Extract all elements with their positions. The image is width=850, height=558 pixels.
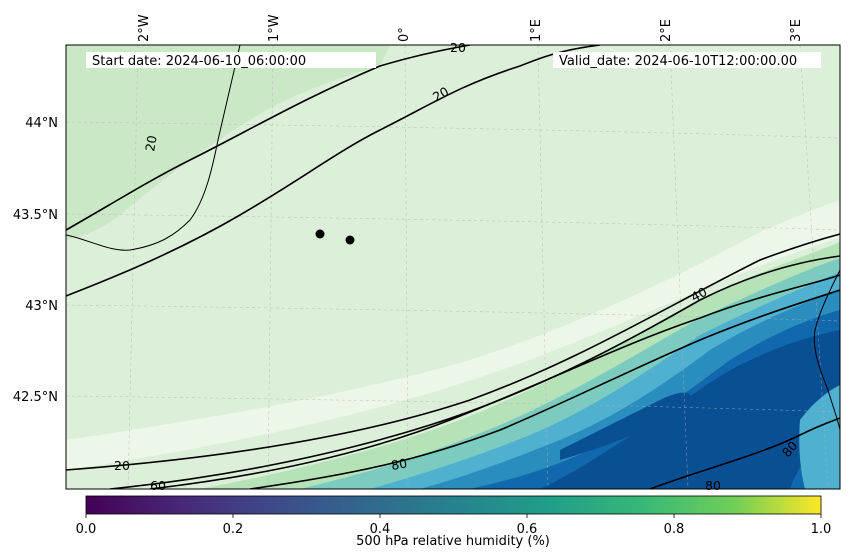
contour-20-mid [66,45,601,297]
contour-label: 80 [705,478,721,493]
contour-label: 40 [688,284,709,305]
contour-60 [149,274,840,489]
colorbar-label: 500 hPa relative humidity (%) [356,534,550,549]
lon-tick-label: 2°W [137,14,152,42]
start-date-box [86,52,376,68]
plot-frame [65,44,841,490]
valid-date-box [553,52,821,68]
contour-label: 20 [142,134,160,152]
station-marker [315,229,325,239]
lon-tick-labels: 2°W 1°W 0° 1°E 2°E 3°E [137,14,804,42]
band-moist-6b [560,392,691,460]
contour-label: 20 [450,40,466,55]
contour-label: 80 [390,455,408,473]
contour-label: 20 [114,458,130,473]
contour-label: 60 [150,478,166,493]
lon-tick-label: 2°E [659,19,674,42]
lat-tick-label: 43.5°N [13,208,58,223]
coastline [66,45,241,251]
lat-tick-labels: 44°N 43.5°N 43°N 42.5°N [13,116,58,405]
colorbar-tick-label: 1.0 [811,522,832,537]
band-upper-moist [66,45,390,240]
contour-label: 20 [430,84,451,105]
lon-tick-label: 3°E [789,19,804,42]
colorbar-tick-label: 0.6 [517,522,538,537]
contour-20-lower [66,233,840,471]
colorbar-tick-label: 0.2 [223,522,244,537]
lat-tick-label: 44°N [25,116,58,131]
humidity-fill [66,45,840,489]
contours [66,45,840,489]
lat-tick-label: 42.5°N [13,390,58,405]
colorbar-tick-label: 0.0 [76,522,97,537]
colorbar-gradient [85,495,822,515]
colorbar-ticks [85,514,822,518]
border-lines [66,45,840,431]
lon-tick-label: 1°W [267,14,282,42]
lon-tick-label: 0° [397,27,412,42]
station-marker [345,235,355,245]
lat-tick-label: 43°N [25,299,58,314]
band-very-dry [66,200,840,470]
contour-80 [249,289,840,489]
gridlines [66,45,840,489]
colorbar-tick-label: 0.8 [664,522,685,537]
colorbar-tick-label: 0.4 [370,522,391,537]
start-date-text: Start date: 2024-06-10_06:00:00 [92,54,306,69]
lon-tick-label: 1°E [529,19,544,42]
border-right [813,269,840,431]
contour-80-right [649,417,840,489]
station-markers [315,229,355,245]
colorbar: 0.0 0.2 0.4 0.6 0.8 1.0 500 hPa relative… [76,495,832,549]
valid-date-text: Valid_date: 2024-06-10T12:00:00.00 [559,54,797,69]
band-edge-light [799,385,840,489]
contour-20-upper [66,45,471,231]
